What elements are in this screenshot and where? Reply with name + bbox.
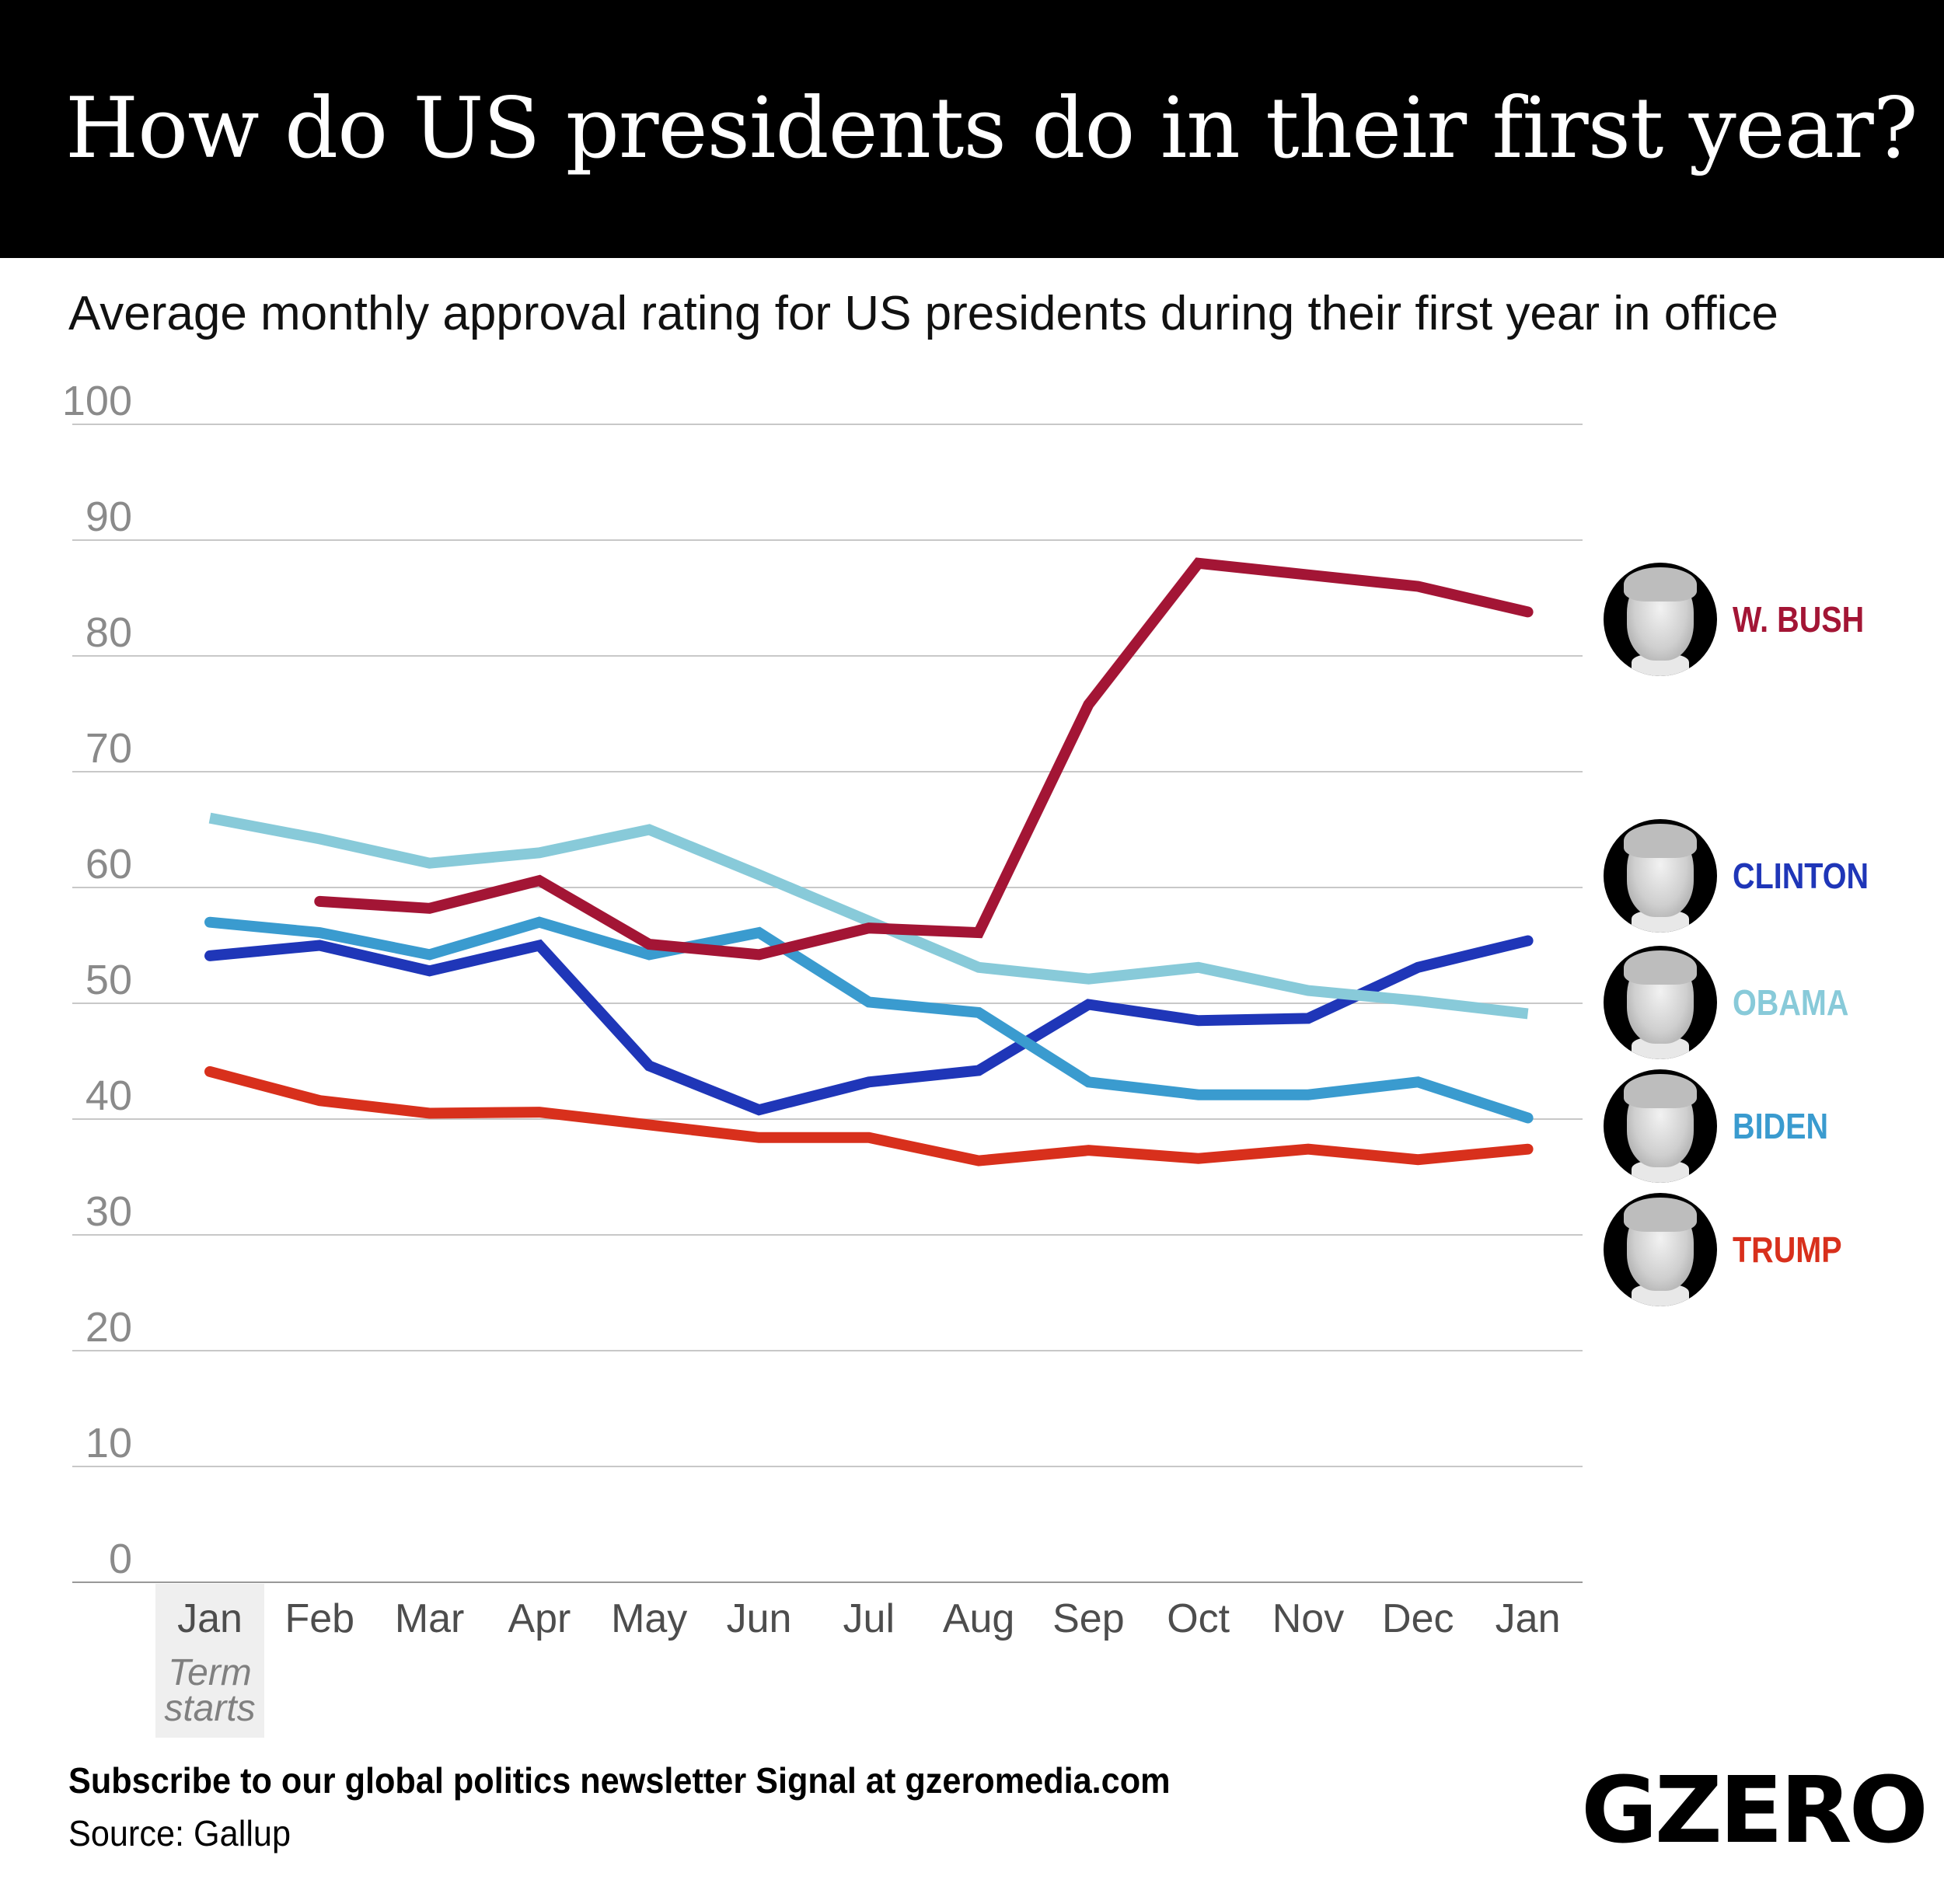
legend-label: OBAMA [1733,982,1849,1023]
x-tick-label: Dec [1382,1596,1454,1641]
x-tick-label: Jan [177,1596,243,1641]
george-w-bush-portrait [1604,563,1717,676]
x-tick-label: Oct [1167,1596,1230,1641]
data-point-trump [1088,1150,1089,1151]
data-point-clinton [1198,1020,1199,1021]
series-line-clinton [204,935,1534,1116]
x-tick-label: Jan [1496,1596,1561,1641]
data-point-trump [1198,1158,1199,1159]
y-tick-label: 90 [86,493,132,540]
legend-item-trump: TRUMP [1604,1192,1860,1307]
y-tick-label: 30 [86,1188,132,1235]
data-point-obama [868,921,869,922]
data-point-obama [649,829,650,830]
data-point-obama [1198,967,1199,968]
portrait-hair [1624,1074,1697,1108]
legend-item-biden: BIDEN [1604,1069,1844,1184]
data-point-w-bush [1088,704,1089,705]
data-point-w-bush [868,928,869,929]
x-tick-label: Aug [943,1596,1015,1641]
data-point-trump [210,1071,211,1072]
portrait-hair [1624,824,1697,858]
series-line-w-bush [314,557,1534,961]
y-tick-label: 80 [86,609,132,656]
legend-label: BIDEN [1733,1106,1829,1146]
y-tick-label: 50 [86,957,132,1003]
chart-subtitle: Average monthly approval rating for US p… [68,287,1778,340]
y-tick-label: 60 [86,841,132,887]
joe-biden-portrait [1604,1069,1717,1183]
data-point-obama [1418,1001,1419,1002]
series-line-trump [204,1065,1534,1166]
portrait-hair [1624,950,1697,985]
data-point-obama [1527,1013,1528,1014]
y-tick-label: 70 [86,725,132,772]
legend-label: CLINTON [1733,856,1869,896]
legend-item-bush: W. BUSH [1604,562,1886,677]
data-point-trump [429,1113,430,1114]
data-point-trump [319,1100,320,1101]
data-point-clinton [1418,967,1419,968]
data-point-trump [868,1137,869,1138]
term-starts-annotation: starts [164,1688,255,1729]
legend-item-clinton: CLINTON [1604,818,1891,933]
data-point-clinton [1308,1018,1309,1019]
source-note: Source: Gallup [68,1813,291,1853]
term-start-highlight [155,1584,264,1738]
data-point-obama [1308,990,1309,991]
data-point-w-bush [1308,574,1309,575]
x-tick-label: Apr [508,1596,571,1641]
data-point-biden [1308,1094,1309,1095]
x-tick-label: Nov [1272,1596,1344,1641]
x-tick-label: Feb [284,1596,354,1641]
legend-label: W. BUSH [1733,599,1865,640]
x-tick-label: Jul [843,1596,895,1641]
data-point-obama [1088,978,1089,979]
data-point-biden [1088,1082,1089,1083]
legend-label: TRUMP [1733,1229,1842,1270]
gzero-logo: GZERO [1581,1756,1928,1864]
legend-item-obama: OBAMA [1604,945,1868,1060]
y-tick-label: 20 [86,1304,132,1351]
data-point-clinton [868,1082,869,1083]
newsletter-cta: Subscribe to our global politics newslet… [68,1760,1171,1801]
data-point-trump [1418,1159,1419,1160]
data-point-biden [1198,1094,1199,1095]
title-banner: How do US presidents do in their first y… [0,0,1944,258]
term-starts-annotation: Term [168,1652,252,1693]
portrait-hair [1624,1198,1697,1232]
x-tick-label: Mar [395,1596,465,1641]
donald-trump-portrait [1604,1193,1717,1306]
data-point-clinton [649,1065,650,1066]
portrait-hair [1624,567,1697,602]
series-line-obama [208,812,1529,1020]
data-point-biden [429,954,430,955]
data-point-w-bush [1418,586,1419,587]
data-point-clinton [210,955,211,956]
chart-title: How do US presidents do in their first y… [65,80,1918,177]
bill-clinton-portrait [1604,819,1717,933]
data-point-biden [649,954,650,955]
y-tick-label: 40 [86,1072,132,1119]
x-tick-label: May [611,1596,687,1641]
data-point-clinton [1088,1004,1089,1005]
y-tick-label: 100 [62,378,132,424]
y-tick-label: 10 [86,1420,132,1466]
data-point-biden [1418,1082,1419,1083]
y-tick-label: 0 [109,1536,132,1582]
data-point-clinton [319,945,320,946]
barack-obama-portrait [1604,946,1717,1059]
data-point-w-bush [649,944,650,945]
x-tick-label: Jun [727,1596,792,1641]
x-tick-label: Sep [1052,1596,1125,1641]
data-point-biden [868,1002,869,1003]
series-line-biden [204,916,1534,1124]
data-point-clinton [1527,940,1528,941]
